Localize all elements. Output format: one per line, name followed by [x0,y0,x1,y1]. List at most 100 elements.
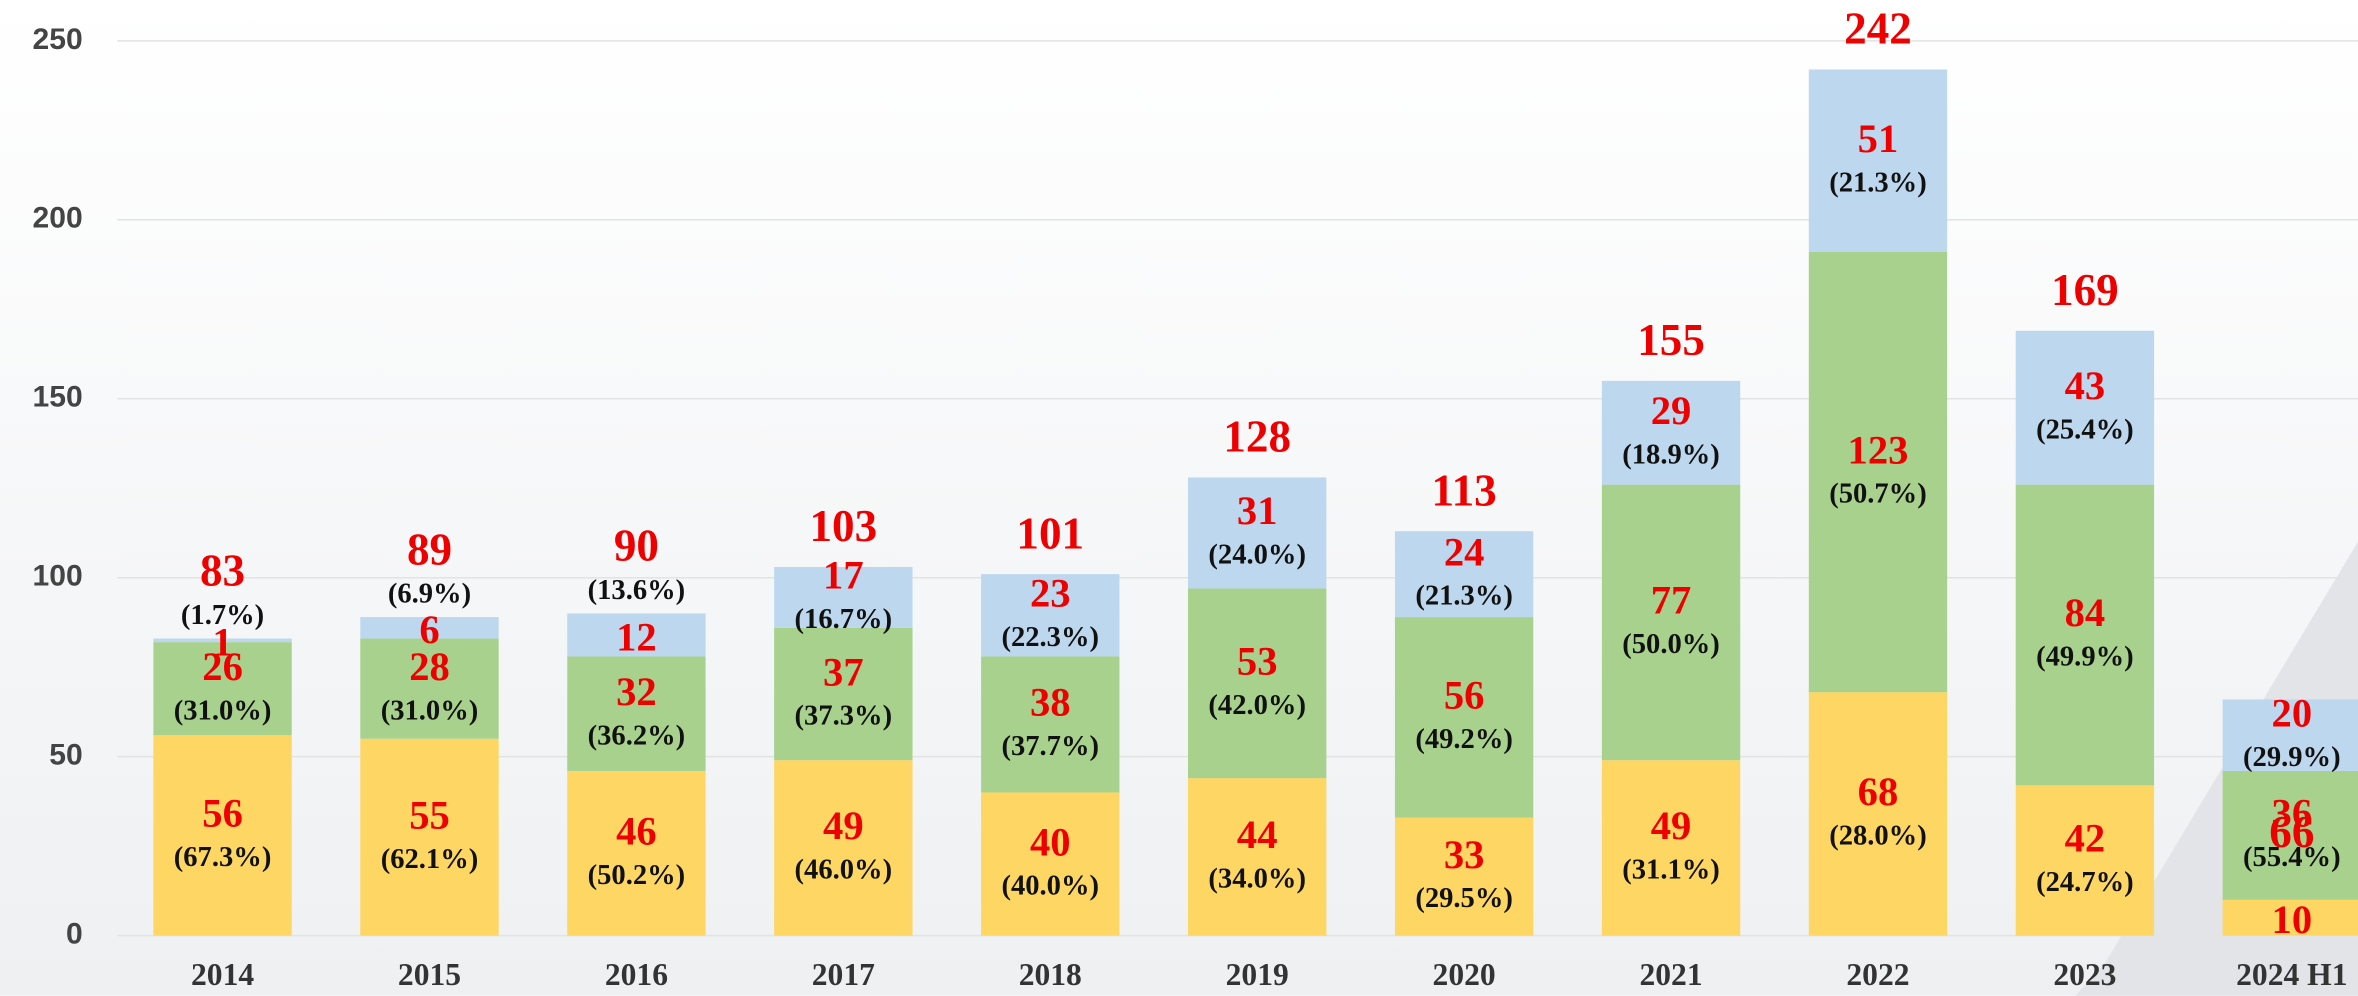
value-label: 26 [202,644,243,689]
value-label: 123 [1848,427,1909,472]
x-tick-label: 2016 [605,957,668,992]
total-label: 83 [200,546,245,596]
x-tick-label: 2018 [1019,957,1082,992]
y-tick-label: 200 [33,202,83,235]
bar-segment [774,760,913,936]
bar-segment [981,792,1120,936]
total-label: 242 [1844,4,1912,54]
value-label: 68 [1858,769,1899,814]
value-label: 20 [2272,690,2313,735]
percent-label: (21.3%) [1415,581,1513,612]
total-label: 128 [1223,412,1291,462]
percent-label: (1.7%) [181,600,264,631]
bar-segment [2222,699,2358,771]
x-tick-label: 2020 [1433,957,1496,992]
percent-label: (24.7%) [2036,867,2134,898]
bar-segment [1188,778,1327,936]
total-label: 66 [2269,807,2314,857]
bar-segment [2222,770,2358,900]
value-label: 29 [1651,388,1692,433]
value-label: 44 [1237,812,1278,857]
percent-label: (49.9%) [2036,642,2134,673]
percent-label: (67.3%) [174,842,272,873]
percent-label: (13.6%) [588,575,686,606]
percent-label: (25.4%) [2036,414,2134,445]
percent-label: (34.0%) [1208,863,1306,894]
x-tick-label: 2023 [2053,957,2116,992]
bar-segment [2015,484,2155,786]
x-tick-label: 2015 [398,957,461,992]
total-label: 113 [1432,465,1497,515]
value-label: 24 [1444,529,1485,574]
bar-segment [1601,760,1741,936]
percent-label: (55.4%) [2243,842,2341,873]
value-label: 23 [1030,571,1071,616]
percent-label: (31.1%) [1622,855,1720,886]
bar-segment [1188,477,1327,589]
x-tick-label: 2024 H1 [2236,957,2347,992]
total-label: 90 [614,521,659,571]
bar-segment [360,617,499,639]
total-label: 103 [810,501,878,551]
percent-label: (16.7%) [795,604,893,635]
percent-label: (29.5%) [1415,883,1513,914]
bar-segment [981,656,1120,793]
value-label: 17 [823,553,864,598]
percent-label: (31.0%) [174,695,272,726]
total-label: 169 [2051,265,2119,315]
bar-segment [1808,252,1948,693]
value-label: 51 [1858,116,1899,161]
percent-label: (42.0%) [1208,690,1306,721]
bar-segment [1808,69,1948,253]
value-label: 36 [2272,791,2313,836]
bar-segment [774,566,913,628]
value-label: 31 [1237,488,1278,533]
value-label: 32 [616,669,657,714]
value-label: 43 [2065,363,2106,408]
bar-segment [1808,692,1948,936]
value-label: 49 [823,803,864,848]
value-label: 37 [823,649,864,694]
bar-segment [567,656,706,771]
bar-segment [2015,785,2155,936]
percent-label: (6.9%) [388,579,471,610]
value-label: 6 [419,607,439,652]
total-label: 101 [1016,508,1084,558]
y-tick-label: 0 [66,918,83,951]
bar-segment [153,735,292,936]
percent-label: (18.9%) [1622,439,1720,470]
value-label: 49 [1651,803,1692,848]
percent-label: (46.0%) [795,855,893,886]
value-label: 28 [409,644,450,689]
percent-label: (50.0%) [1622,629,1720,660]
y-tick-label: 100 [33,560,83,593]
bar-segment [1394,531,1534,618]
x-tick-label: 2022 [1846,957,1909,992]
x-tick-label: 2019 [1226,957,1289,992]
bar-segment [360,638,499,739]
value-label: 77 [1651,578,1692,623]
x-tick-label: 2017 [812,957,875,992]
y-tick-label: 50 [49,739,82,772]
value-label: 12 [616,614,657,659]
value-label: 42 [2065,816,2106,861]
bar-segment [981,574,1120,657]
value-label: 10 [2272,897,2313,942]
bar-segment [1394,817,1534,936]
value-label: 1 [212,620,232,665]
y-tick-label: 250 [33,23,83,56]
x-tick-label: 2021 [1639,957,1702,992]
value-label: 38 [1030,680,1071,725]
percent-label: (21.3%) [1829,167,1927,198]
value-label: 33 [1444,832,1485,877]
value-label: 84 [2065,590,2106,635]
total-label: 155 [1637,315,1705,365]
bar-segment [2222,899,2358,936]
percent-label: (29.9%) [2243,742,2341,773]
bar-segment [1394,617,1534,818]
percent-label: (62.1%) [381,844,479,875]
percent-label: (31.0%) [381,695,479,726]
percent-label: (50.7%) [1829,479,1927,510]
value-label: 40 [1030,819,1071,864]
